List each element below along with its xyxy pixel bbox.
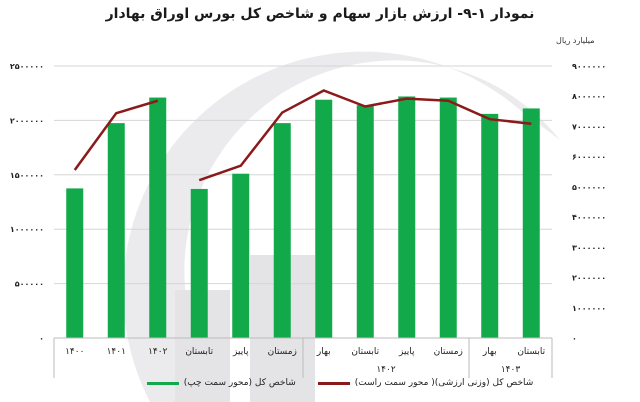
legend-line-label: شاخص کل (وزنی ارزشی)( محور سمت راست)	[354, 378, 534, 388]
bar	[315, 99, 333, 338]
legend-bar-swatch	[146, 381, 179, 385]
x-axis-label: ۱۴۰۰	[65, 347, 84, 357]
left-axis-tick: ۲۰۰۰۰۰۰	[10, 116, 44, 125]
bar	[481, 113, 499, 338]
legend: شاخص کل (وزنی ارزشی)( محور سمت راست) شاخ…	[140, 378, 540, 388]
bar	[273, 123, 291, 339]
x-axis-label: تابستان	[517, 347, 545, 357]
right-axis-tick: ۶۰۰۰۰۰۰	[572, 153, 606, 162]
bar	[107, 123, 125, 339]
x-axis-group-label: ۱۴۰۲	[376, 365, 396, 375]
right-axis-unit: میلیارد ریال	[556, 36, 595, 45]
left-axis-tick: ۱۵۰۰۰۰۰	[10, 171, 44, 180]
right-axis-tick: ۲۰۰۰۰۰۰	[572, 274, 606, 283]
left-axis-tick: ۲۵۰۰۰۰۰	[10, 62, 44, 71]
chart-title: نمودار ۱-۹- ارزش بازار سهام و شاخص کل بو…	[105, 6, 535, 22]
legend-bar-label: شاخص کل (محور سمت چپ)	[183, 378, 296, 388]
x-axis-label: ۱۴۰۱	[107, 347, 126, 357]
bar	[232, 173, 250, 338]
x-axis-label: زمستان	[268, 347, 297, 357]
right-axis-tick: ۱۰۰۰۰۰۰	[572, 304, 606, 313]
watermark	[123, 51, 560, 402]
right-axis-tick: ۵۰۰۰۰۰۰	[572, 183, 606, 192]
x-axis-label: بهار	[316, 347, 331, 357]
legend-item-line: شاخص کل (وزنی ارزشی)( محور سمت راست)	[317, 378, 534, 388]
x-axis-label: پاییز	[232, 347, 249, 357]
left-axis-tick: ۵۰۰۰۰۰	[15, 280, 44, 289]
right-axis-tick: ۴۰۰۰۰۰۰	[572, 213, 606, 222]
x-axis-group-label: ۱۴۰۳	[501, 365, 521, 375]
x-axis-label: تابستان	[351, 347, 379, 357]
bar	[439, 97, 457, 338]
bar	[66, 188, 84, 338]
right-axis-tick: ۹۰۰۰۰۰۰	[572, 62, 606, 71]
x-axis-label: ۱۴۰۲	[148, 347, 168, 357]
legend-item-bar: شاخص کل (محور سمت چپ)	[146, 378, 296, 388]
legend-line-swatch	[317, 381, 350, 385]
right-axis-tick: ۸۰۰۰۰۰۰	[572, 92, 606, 101]
right-axis-tick: ۷۰۰۰۰۰۰	[572, 122, 606, 131]
bar	[190, 188, 208, 338]
bar	[356, 105, 374, 338]
bar	[522, 108, 540, 338]
x-axis-label: تابستان	[185, 347, 213, 357]
index-line	[198, 89, 532, 182]
x-axis-label: پاییز	[398, 347, 415, 357]
bar	[398, 96, 416, 339]
left-axis-tick: ۰	[39, 334, 44, 343]
index-line	[73, 99, 159, 171]
bar	[149, 97, 167, 338]
right-axis-tick: ۰	[572, 334, 577, 343]
x-axis-label: زمستان	[434, 347, 463, 357]
x-axis-label: بهار	[482, 347, 497, 357]
left-axis-tick: ۱۰۰۰۰۰۰	[10, 225, 44, 234]
right-axis-tick: ۳۰۰۰۰۰۰	[572, 243, 606, 252]
